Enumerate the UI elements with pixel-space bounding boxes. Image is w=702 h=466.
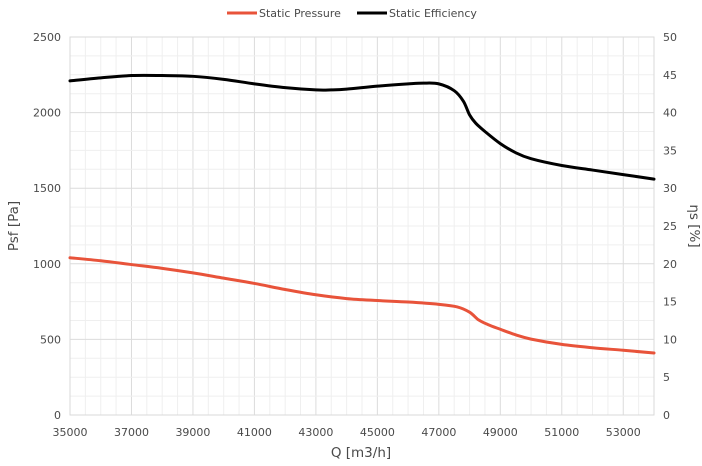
y-tick-label: 2500 <box>33 31 61 44</box>
y2-tick-label: 10 <box>663 333 677 346</box>
y-tick-label: 1500 <box>33 182 61 195</box>
series-layer <box>68 73 656 355</box>
x-tick-label: 47000 <box>421 426 456 439</box>
y2-tick-label: 30 <box>663 182 677 195</box>
x-tick-label: 37000 <box>114 426 149 439</box>
x-axis-title: Q [m3/h] <box>331 445 391 461</box>
y2-tick-label: 5 <box>663 371 670 384</box>
series-line-static-efficiency <box>68 73 656 181</box>
y2-tick-label: 0 <box>663 409 670 422</box>
y2-tick-label: 45 <box>663 69 677 82</box>
x-tick-label: 35000 <box>53 426 88 439</box>
legend-label-static-efficiency: Static Efficiency <box>389 7 477 20</box>
x-tick-label: 43000 <box>298 426 333 439</box>
y-axis-ticks: 0 500 1000 1500 2000 2500 <box>33 31 61 422</box>
series-line-static-pressure <box>68 256 656 355</box>
x-tick-label: 51000 <box>544 426 579 439</box>
y2-axis-ticks: 0 5 10 15 20 25 30 35 40 45 50 <box>663 31 677 422</box>
y-axis-title: Psf [Pa] <box>6 201 22 251</box>
y-tick-label: 500 <box>40 333 61 346</box>
y2-tick-label: 35 <box>663 144 677 157</box>
y2-tick-label: 50 <box>663 31 677 44</box>
x-tick-label: 41000 <box>237 426 272 439</box>
legend-item-static-efficiency: Static Efficiency <box>357 7 477 20</box>
legend: Static Pressure Static Efficiency <box>227 7 477 20</box>
y2-tick-label: 40 <box>663 107 677 120</box>
x-tick-label: 45000 <box>360 426 395 439</box>
x-tick-label: 53000 <box>606 426 641 439</box>
legend-item-static-pressure: Static Pressure <box>227 7 341 20</box>
grid <box>69 36 655 416</box>
legend-label-static-pressure: Static Pressure <box>259 7 341 20</box>
plot-area-border <box>69 36 655 416</box>
y-tick-label: 1000 <box>33 258 61 271</box>
y2-tick-label: 25 <box>663 220 677 233</box>
plot-border <box>69 36 655 416</box>
x-axis-ticks: 35000 37000 39000 41000 43000 45000 47000 49000… <box>53 426 641 439</box>
y-tick-label: 0 <box>54 409 61 422</box>
y2-tick-label: 15 <box>663 296 677 309</box>
y2-tick-label: 20 <box>663 258 677 271</box>
x-tick-label: 39000 <box>175 426 210 439</box>
y2-axis-title: ηs [%] <box>686 204 702 247</box>
y-tick-label: 2000 <box>33 107 61 120</box>
x-tick-label: 49000 <box>483 426 518 439</box>
